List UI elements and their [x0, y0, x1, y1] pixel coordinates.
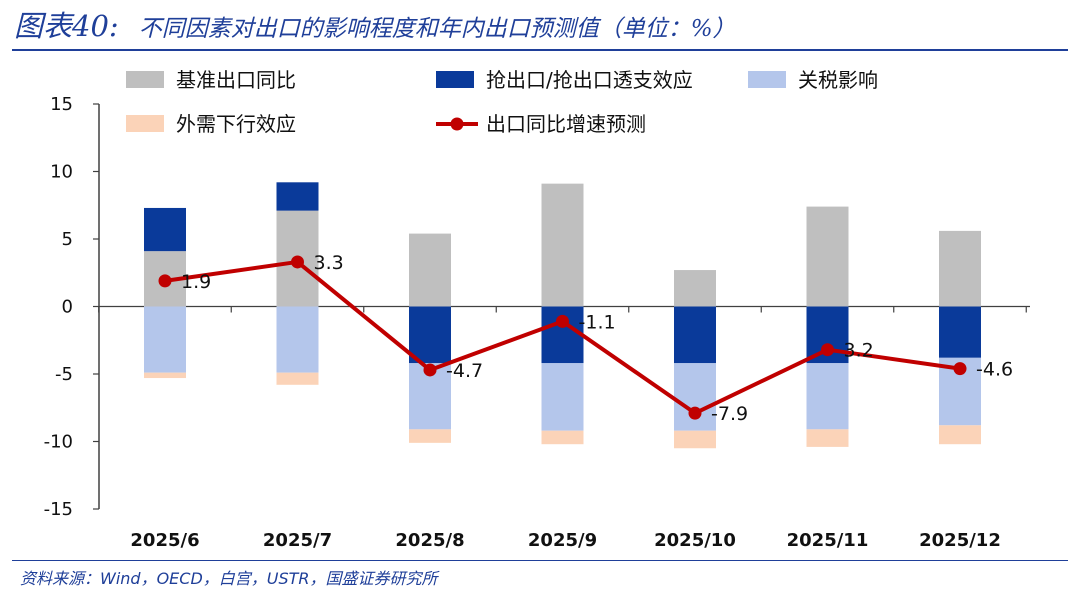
title-rule: [12, 49, 1068, 51]
legend-label: 基准出口同比: [176, 68, 296, 92]
legend-swatch: [436, 71, 474, 88]
source-note: 资料来源：Wind，OECD，白宫，USTR，国盛证券研究所: [20, 569, 438, 588]
bar-segment: [674, 430, 716, 449]
bar-segment: [939, 425, 981, 445]
bar-segment: [276, 182, 319, 211]
forecast-data-label: -4.7: [446, 360, 483, 382]
forecast-point: [821, 343, 834, 357]
legend-swatch: [126, 115, 164, 132]
bar-segment: [939, 230, 981, 307]
bar-segment: [144, 372, 186, 379]
bar-segment: [409, 306, 451, 364]
legend-label: 关税影响: [798, 68, 878, 92]
forecast-point: [953, 362, 967, 376]
x-tick-label: 2025/7: [263, 530, 332, 551]
bar-segment: [276, 306, 319, 373]
bar-segment: [674, 306, 716, 364]
bar-segment: [144, 306, 186, 373]
bar-segment: [939, 306, 981, 358]
bar-segment: [674, 363, 716, 431]
y-tick-label: -15: [44, 499, 73, 520]
forecast-data-label: -1.1: [579, 311, 616, 333]
figure-number: 图表40:: [14, 9, 119, 43]
legend-swatch-marker: [450, 117, 464, 131]
forecast-point: [291, 255, 304, 269]
forecast-data-label: 3.3: [314, 252, 344, 274]
legend-swatch: [126, 71, 164, 88]
x-tick-label: 2025/9: [528, 530, 597, 551]
bar-segment: [541, 183, 584, 307]
x-tick-label: 2025/6: [130, 530, 199, 551]
y-tick-label: 15: [50, 94, 73, 115]
y-tick-label: 0: [62, 297, 73, 318]
axis-group: -15 -10 -5 0 5 10 15 2025/6 2025/7 2025/8 2025/9 20…: [44, 94, 1030, 551]
forecast-point: [158, 274, 172, 288]
bar-segment: [806, 429, 849, 447]
title-text: 不同因素对出口的影响程度和年内出口预测值（单位：%）: [138, 16, 736, 42]
bar-segment: [276, 372, 319, 385]
forecast-data-label: 1.9: [181, 271, 211, 293]
bar-segment: [674, 270, 716, 307]
forecast-data-label: 3.2: [844, 340, 874, 362]
y-tick-label: 10: [50, 162, 73, 183]
bar-segment: [409, 233, 451, 307]
bar-segment: [541, 363, 584, 431]
x-tick-label: 2025/12: [919, 530, 1001, 551]
legend-label: 出口同比增速预测: [486, 112, 646, 136]
forecast-point: [556, 314, 569, 328]
forecast-data-label: -7.9: [711, 403, 748, 425]
legend-swatch: [748, 71, 786, 88]
x-tick-label: 2025/8: [395, 530, 464, 551]
x-tick-label: 2025/11: [787, 530, 869, 551]
bar-segment: [409, 429, 451, 443]
bar-segment: [806, 206, 849, 307]
legend-label: 抢出口/抢出口透支效应: [486, 68, 693, 92]
y-tick-label: -10: [44, 432, 73, 453]
x-tick-label: 2025/10: [654, 530, 736, 551]
legend-label: 外需下行效应: [176, 112, 296, 136]
bar-segment: [806, 363, 849, 430]
forecast-point: [688, 406, 702, 420]
forecast-point: [423, 363, 437, 377]
bar-segment: [541, 430, 584, 445]
line-group: 1.9 3.3 -4.7 -1.1 -7.9 3.2 -4.6: [158, 252, 1013, 425]
forecast-data-label: -4.6: [976, 359, 1013, 381]
chart-title: 图表40: 不同因素对出口的影响程度和年内出口预测值（单位：%）: [14, 6, 736, 46]
source-rule: [12, 560, 1068, 561]
bar-segment: [144, 207, 186, 252]
y-tick-label: -5: [55, 364, 73, 385]
y-tick-label: 5: [62, 229, 73, 250]
